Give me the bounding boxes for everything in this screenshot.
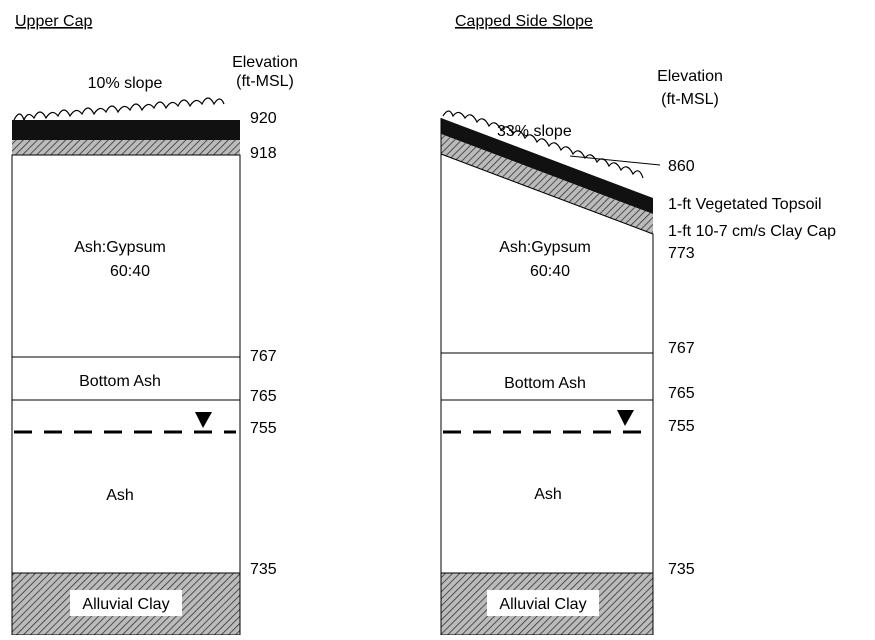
note: 1-ft Vegetated Topsoil [668, 196, 822, 213]
topsoil [12, 120, 240, 140]
layer-label: Alluvial Clay [82, 596, 169, 613]
layer-label: Bottom Ash [504, 375, 586, 392]
elevation: 735 [668, 561, 695, 578]
layer-label: 60:40 [110, 263, 150, 280]
elevation: 755 [250, 420, 277, 437]
layer-label: 60:40 [530, 263, 570, 280]
panel-title: Upper Cap [15, 13, 92, 30]
elevation: 920 [250, 110, 277, 127]
elevation-header: (ft-MSL) [236, 73, 294, 90]
elevation: 735 [250, 561, 277, 578]
column [11, 154, 241, 574]
label-box [487, 590, 599, 616]
elevation: 918 [250, 145, 277, 162]
elevation: 767 [250, 348, 277, 365]
layer-label: Ash [534, 486, 562, 503]
elevation-header: (ft-MSL) [661, 91, 719, 108]
upper-cap-panel: Upper Cap Elevation (ft-MSL) 10% slope A… [11, 13, 298, 636]
elevation: 755 [668, 418, 695, 435]
elevation: 765 [250, 388, 277, 405]
elevation: 773 [668, 245, 695, 262]
layer-label: Ash:Gypsum [74, 239, 166, 256]
side-slope-panel: Capped Side Slope Elevation (ft-MSL) 33%… [440, 13, 836, 636]
topsoil [441, 118, 653, 214]
water-table-marker [617, 410, 634, 426]
layer-label: Ash [106, 487, 134, 504]
vegetation [13, 97, 225, 122]
clay-cap [441, 134, 653, 234]
layer-label: Alluvial Clay [499, 596, 586, 613]
slope-label: 33% slope [497, 123, 572, 140]
elevation-header: Elevation [232, 54, 298, 71]
clay-cap [12, 140, 240, 155]
panel-title: Capped Side Slope [455, 13, 593, 30]
layer-label: Ash:Gypsum [499, 239, 591, 256]
elevation: 767 [668, 340, 695, 357]
layer-label: Bottom Ash [79, 373, 161, 390]
note: 1-ft 10-7 cm/s Clay Cap [668, 223, 836, 240]
elevation: 765 [668, 385, 695, 402]
water-table-marker [195, 412, 212, 428]
slope-label: 10% slope [88, 75, 163, 92]
label-box [70, 590, 182, 616]
vegetation [442, 110, 644, 179]
leader-line [569, 155, 661, 166]
elevation-header: Elevation [657, 68, 723, 85]
elevation: 860 [668, 158, 695, 175]
